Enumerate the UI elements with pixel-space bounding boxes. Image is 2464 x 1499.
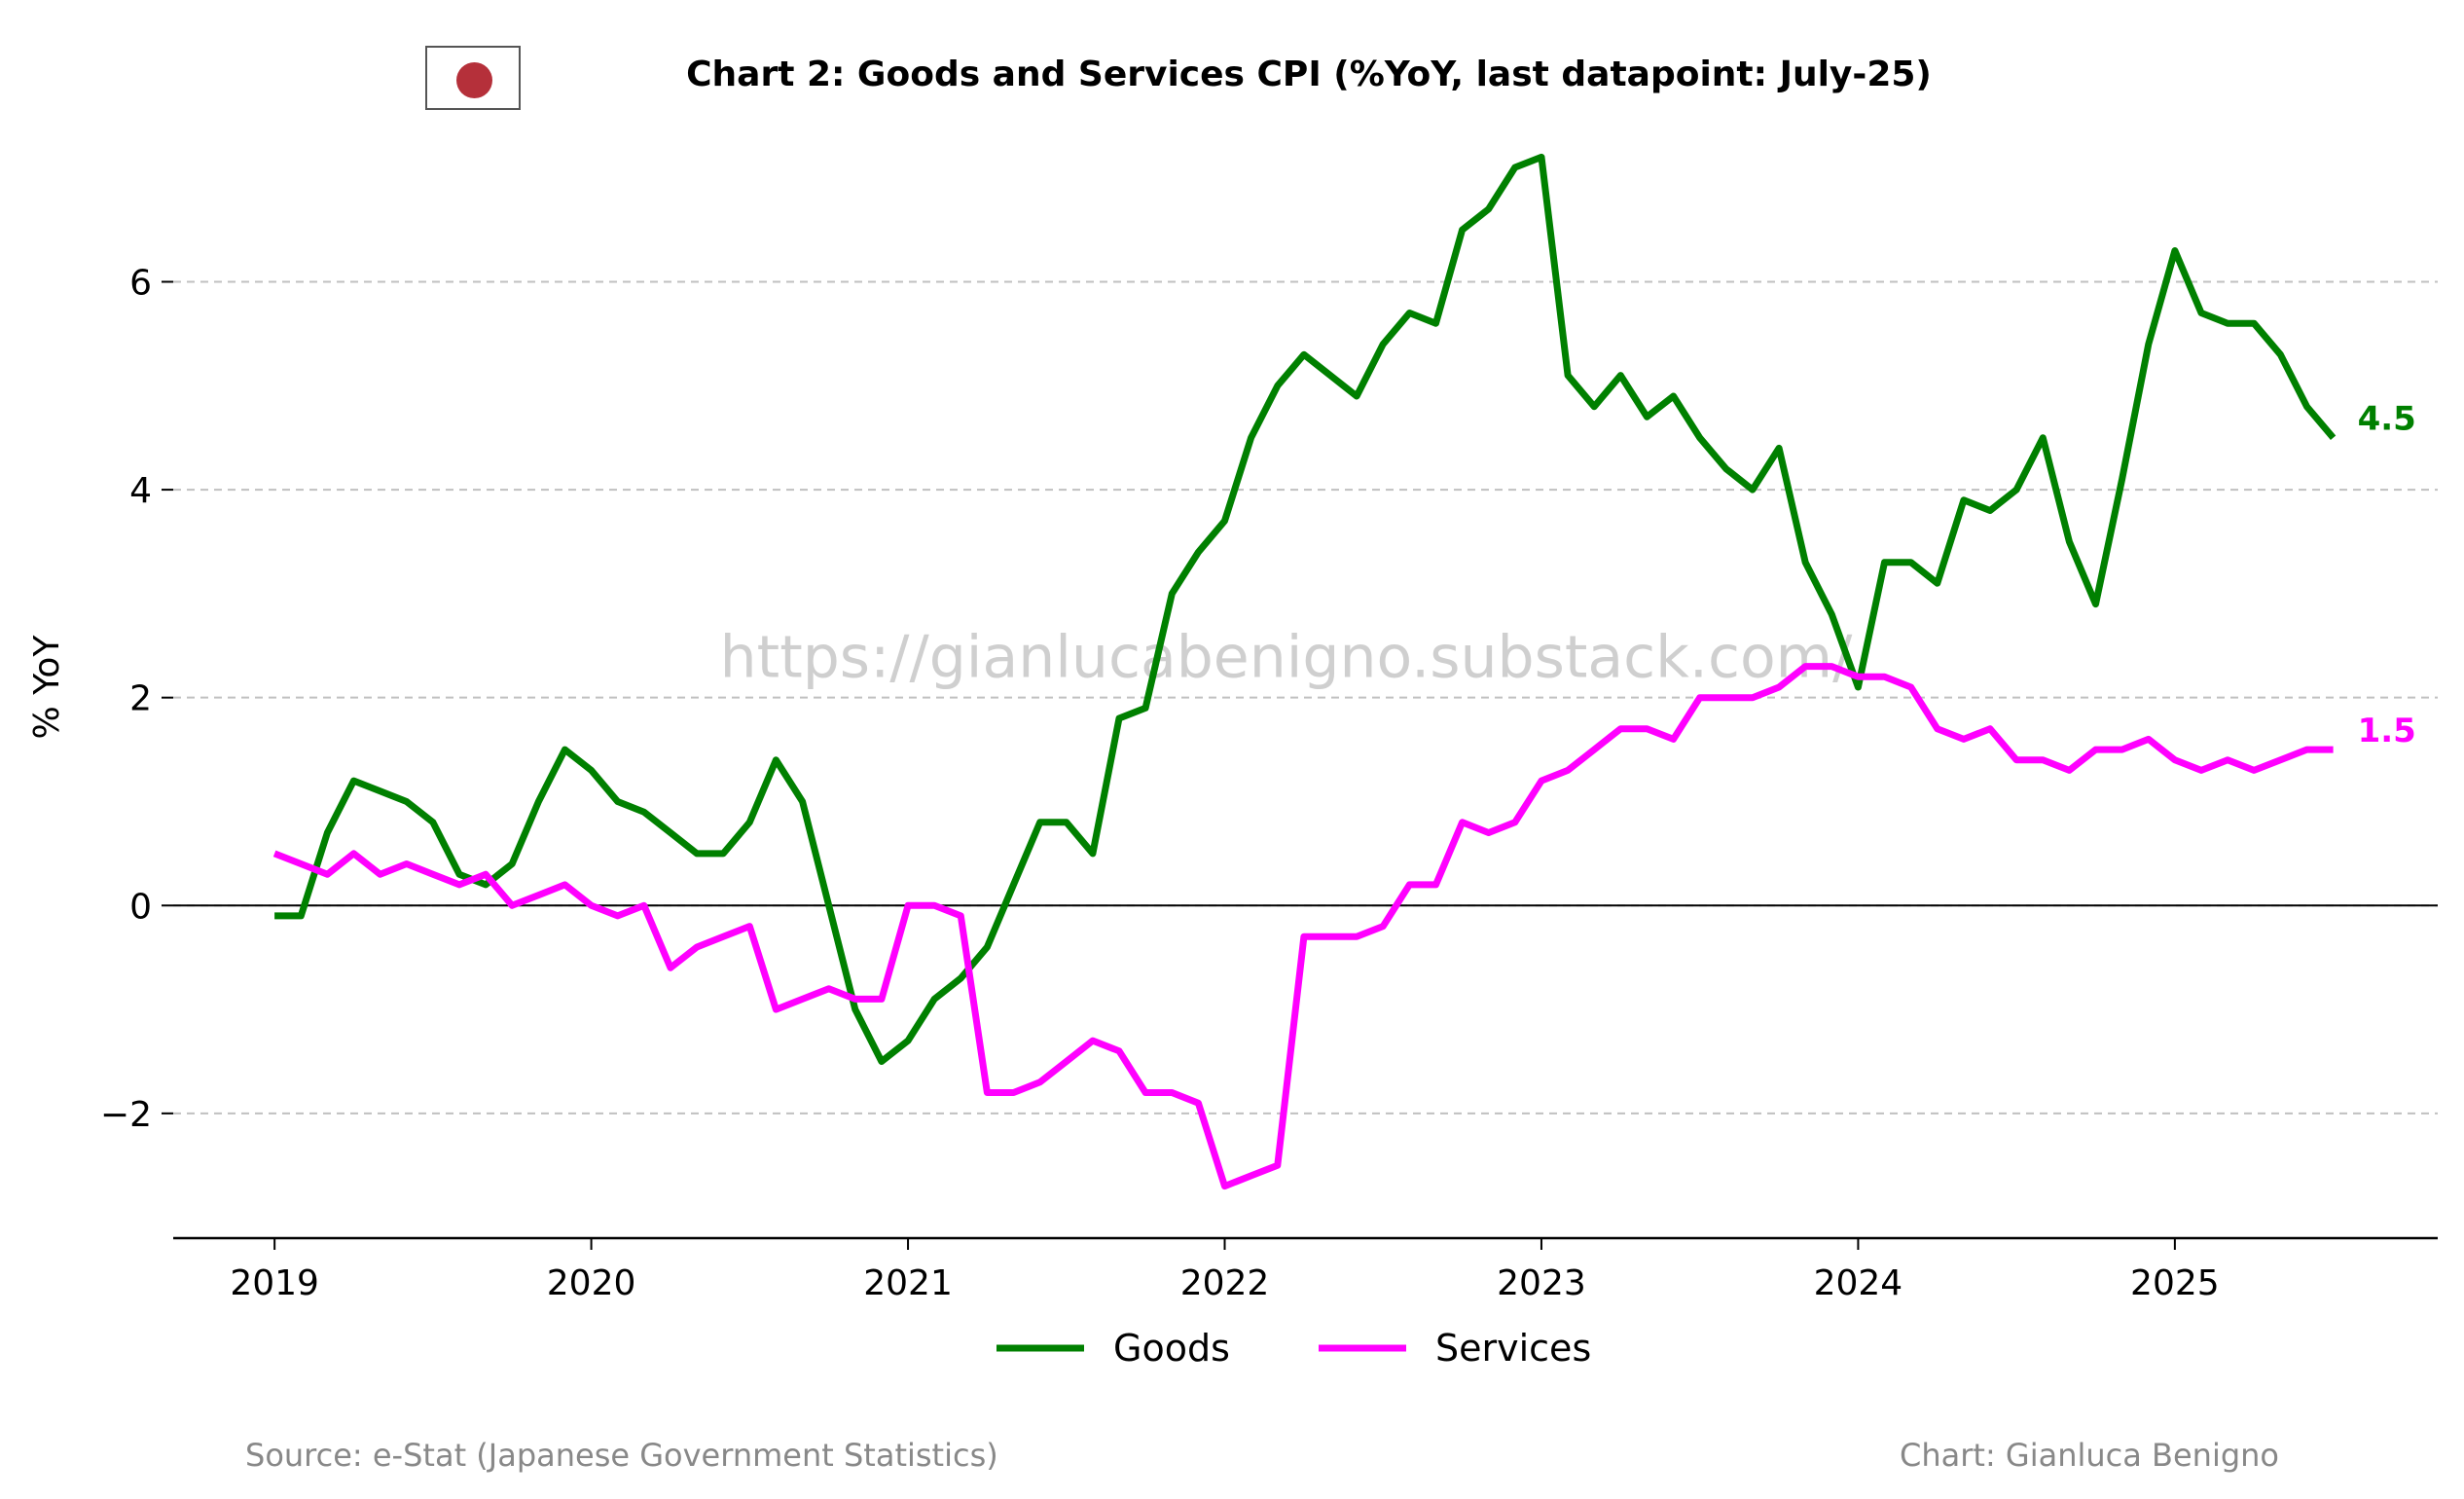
y-tick-label: 4 [129, 471, 152, 511]
legend-label-goods: Goods [1113, 1327, 1230, 1370]
y-axis-label: % YoY [27, 635, 67, 740]
end-label-services: 1.5 [2358, 712, 2416, 750]
y-tick-label: 6 [129, 264, 152, 304]
x-tick-label: 2021 [863, 1263, 953, 1303]
end-label-goods: 4.5 [2358, 400, 2416, 439]
chart-title: Chart 2: Goods and Services CPI (%YoY, l… [686, 55, 1932, 94]
watermark-text: https://gianlucabenigno.substack.com/ [720, 623, 1853, 691]
x-tick-label: 2023 [1497, 1263, 1586, 1303]
x-tick-label: 2022 [1180, 1263, 1270, 1303]
series-line-goods [274, 153, 2337, 1065]
y-tick-label: 0 [129, 887, 152, 927]
japan-flag-icon [425, 46, 521, 110]
x-tick-label: 2020 [547, 1263, 636, 1303]
y-tick-label: −2 [100, 1095, 152, 1135]
x-tick-label: 2019 [230, 1263, 319, 1303]
flag-red-disc [456, 62, 492, 98]
y-tick-label: 2 [129, 679, 152, 719]
x-tick-label: 2025 [2130, 1263, 2220, 1303]
source-note: Source: e-Stat (Japanese Government Stat… [245, 1437, 998, 1474]
x-tick-label: 2024 [1814, 1263, 1903, 1303]
legend-label-services: Services [1435, 1327, 1591, 1370]
series-line-services [272, 663, 2334, 1190]
chart-credit: Chart: Gianluca Benigno [1900, 1437, 2279, 1474]
